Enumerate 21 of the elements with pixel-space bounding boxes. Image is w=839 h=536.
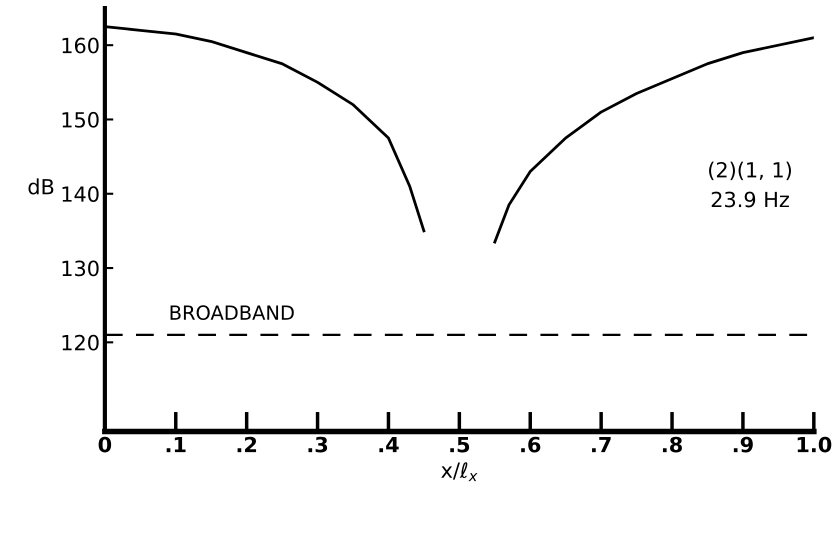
- x-tick-label: .5: [450, 436, 470, 452]
- y-tick-label: 160: [62, 38, 99, 54]
- x-tick-label: .7: [592, 436, 611, 452]
- x-tick-label: 1.0: [798, 436, 832, 452]
- x-tick-label: 0: [98, 436, 112, 452]
- x-tick-label: .3: [308, 436, 328, 452]
- y-tick-label: 130: [62, 260, 99, 276]
- x-tick-label: .8: [662, 436, 682, 452]
- x-tick-label: .2: [238, 436, 256, 452]
- x-tick-label: .4: [379, 436, 399, 452]
- y-tick-label: 150: [62, 112, 99, 128]
- x-tick-label: .6: [521, 436, 540, 452]
- ref-line-label: BROADBAND: [170, 305, 294, 320]
- y-tick-label: 140: [62, 186, 99, 202]
- x-tick-label: .9: [734, 436, 753, 452]
- annotation: (2)(1, 1): [709, 162, 791, 180]
- y-axis-title: dB: [28, 178, 54, 195]
- x-axis-title: x/ℓ$_{x}$: [441, 462, 478, 482]
- annotation: 23.9 Hz: [712, 192, 789, 208]
- y-tick-label: 120: [62, 334, 99, 351]
- x-tick-label: .1: [166, 436, 186, 452]
